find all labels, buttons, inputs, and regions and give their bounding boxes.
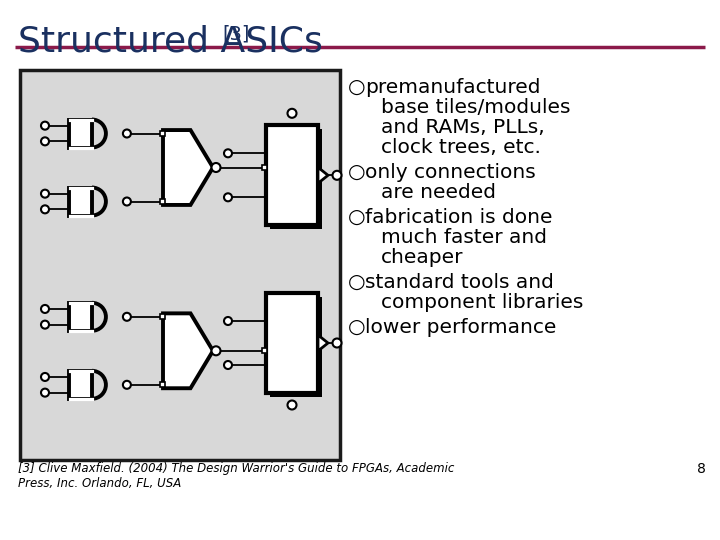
Bar	[160, 382, 164, 387]
Circle shape	[123, 198, 131, 206]
Polygon shape	[163, 130, 213, 205]
Polygon shape	[318, 335, 328, 351]
Text: fabrication is done: fabrication is done	[365, 208, 552, 227]
Bar	[261, 348, 266, 353]
Text: and RAMs, PLLs,: and RAMs, PLLs,	[381, 118, 545, 137]
Bar	[69, 303, 92, 331]
Circle shape	[41, 137, 49, 145]
Text: 8: 8	[697, 462, 706, 476]
Text: premanufactured: premanufactured	[365, 78, 541, 97]
Bar	[270, 297, 322, 397]
Polygon shape	[163, 313, 213, 388]
Text: standard tools and: standard tools and	[365, 273, 554, 292]
Bar	[160, 314, 164, 319]
Text: ○: ○	[348, 78, 366, 97]
Bar	[69, 371, 92, 399]
Circle shape	[123, 381, 131, 389]
Bar	[160, 199, 164, 204]
Text: base tiles/modules: base tiles/modules	[381, 98, 570, 117]
Circle shape	[41, 190, 49, 198]
Text: component libraries: component libraries	[381, 293, 583, 312]
Text: much faster and: much faster and	[381, 228, 547, 247]
Circle shape	[41, 305, 49, 313]
Bar	[69, 187, 92, 215]
Text: Structured ASICs: Structured ASICs	[18, 24, 323, 58]
Circle shape	[41, 373, 49, 381]
Circle shape	[41, 389, 49, 397]
Text: [3] Clive Maxfield. (2004) The Design Warrior's Guide to FPGAs, Academic
Press, : [3] Clive Maxfield. (2004) The Design Wa…	[18, 462, 454, 490]
Circle shape	[123, 313, 131, 321]
Circle shape	[224, 149, 232, 157]
Text: ○: ○	[348, 273, 366, 292]
Circle shape	[224, 317, 232, 325]
Circle shape	[333, 171, 341, 180]
Bar	[270, 129, 322, 230]
Circle shape	[41, 205, 49, 213]
Circle shape	[41, 321, 49, 329]
Text: ○: ○	[348, 318, 366, 337]
Circle shape	[212, 346, 220, 355]
Bar	[160, 131, 164, 136]
Bar	[261, 165, 266, 170]
Text: only connections: only connections	[365, 163, 536, 182]
Text: clock trees, etc.: clock trees, etc.	[381, 138, 541, 157]
Circle shape	[224, 361, 232, 369]
Bar	[266, 125, 318, 225]
Circle shape	[212, 163, 220, 172]
Polygon shape	[318, 167, 328, 183]
Text: lower performance: lower performance	[365, 318, 557, 337]
Text: are needed: are needed	[381, 183, 496, 202]
Bar	[266, 293, 318, 393]
Circle shape	[287, 401, 297, 409]
Text: cheaper: cheaper	[381, 248, 464, 267]
Bar	[20, 70, 340, 460]
Text: [3]: [3]	[222, 24, 249, 43]
Bar	[69, 119, 92, 147]
Circle shape	[287, 109, 297, 118]
Circle shape	[123, 130, 131, 138]
Text: ○: ○	[348, 208, 366, 227]
Text: ○: ○	[348, 163, 366, 182]
Circle shape	[41, 122, 49, 130]
Circle shape	[224, 193, 232, 201]
Circle shape	[333, 339, 341, 348]
